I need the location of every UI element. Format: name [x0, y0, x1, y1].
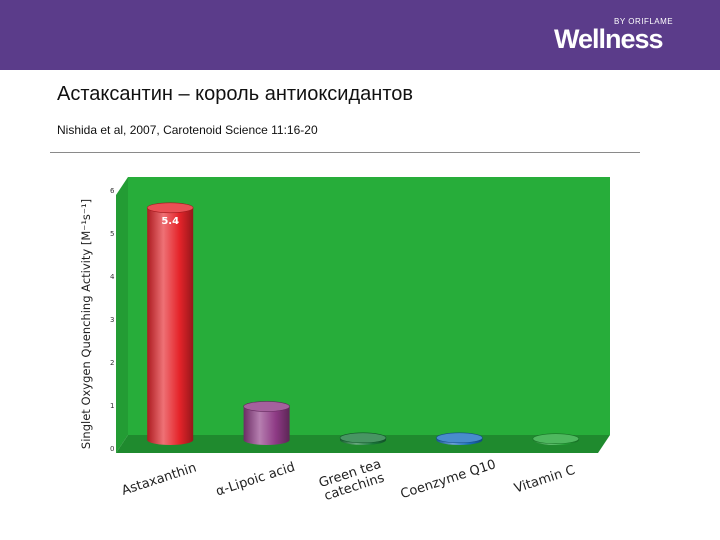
bar-top: [436, 432, 483, 444]
bar-body: [243, 406, 290, 440]
bar-base: [243, 435, 290, 445]
x-tick-label: Astaxanthin: [120, 461, 199, 499]
slide-title: Астаксантин – король антиоксидантов: [57, 83, 413, 105]
wellness-logo: BY ORIFLAME Wellness: [554, 14, 684, 54]
bar-top: [339, 432, 387, 444]
x-tick-label: Coenzyme Q10: [399, 457, 498, 502]
bar-top: [532, 433, 580, 445]
logo-text: Wellness: [554, 24, 664, 54]
bar-value-label: 5.4: [161, 216, 179, 227]
logo-subtext: BY ORIFLAME: [614, 17, 674, 26]
y-tick-label: 3: [110, 316, 114, 324]
header-bar: BY ORIFLAME Wellness: [0, 0, 720, 70]
chart-side-wall: [116, 177, 128, 453]
y-tick-label: 6: [110, 187, 115, 195]
y-tick-label: 5: [110, 230, 114, 238]
y-tick-label: 2: [110, 359, 114, 367]
y-tick-label: 4: [110, 273, 115, 281]
bar-chart: 0 1 2 3 4 5 6 Singlet Oxygen Quenching Activity…: [79, 177, 610, 505]
bar-body: [147, 207, 194, 440]
slide-citation: Nishida et al, 2007, Carotenoid Science …: [57, 123, 318, 137]
x-tick-label: Vitamin C: [512, 463, 577, 497]
x-tick-label: Green teacatechins: [317, 457, 387, 505]
y-axis-title: Singlet Oxygen Quenching Activity [M⁻¹s⁻…: [79, 199, 93, 449]
y-tick-label: 1: [110, 402, 114, 410]
bar-top: [146, 202, 194, 214]
x-tick-label: α-Lipoic acid: [214, 460, 297, 500]
chart-back-wall: [128, 177, 610, 435]
bar-top: [243, 401, 290, 412]
y-tick-label: 0: [110, 445, 114, 453]
title-divider: [50, 152, 640, 153]
bar-base: [147, 435, 194, 445]
